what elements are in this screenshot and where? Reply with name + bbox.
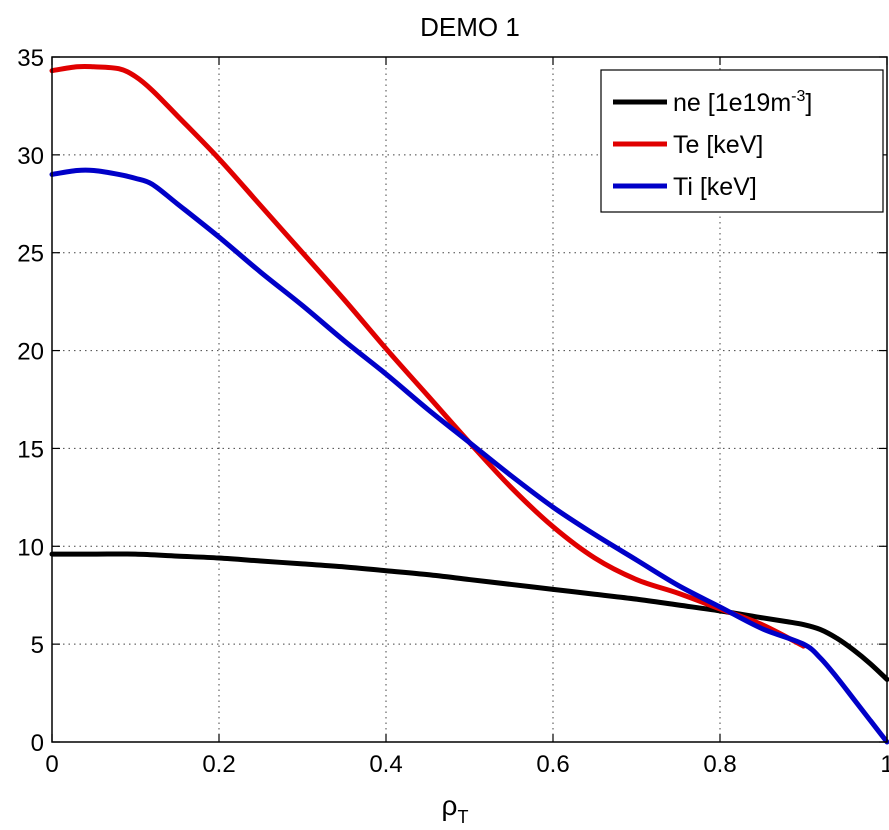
legend-label-text: ne [1e19m (673, 89, 791, 117)
legend-label-ti: Ti [keV] (673, 173, 757, 201)
legend: ne [1e19m-3] Te [keV] Ti [keV] (600, 69, 884, 213)
legend-label-text: Ti [keV] (673, 173, 757, 201)
x-axis-label-subscript: T (457, 807, 468, 827)
legend-label-te: Te [keV] (673, 131, 763, 159)
x-tick-label: 1 (880, 751, 889, 778)
y-tick-label: 10 (17, 534, 44, 561)
series-line-te (49, 63, 806, 649)
series-line-ti (49, 167, 889, 745)
legend-label-suffix: ] (805, 89, 812, 117)
y-tick-label: 15 (17, 436, 44, 463)
series-line-ne (49, 551, 889, 682)
y-tick-label: 5 (31, 632, 44, 659)
plot-area-border (51, 56, 888, 743)
y-tick-label: 20 (17, 339, 44, 366)
chart-title: DEMO 1 (420, 12, 520, 42)
x-tick-label: 0.2 (202, 751, 235, 778)
y-tick-label: 25 (17, 241, 44, 268)
y-tick-label: 30 (17, 143, 44, 170)
legend-label-superscript: -3 (791, 88, 805, 105)
x-axis-label-main: ρ (442, 790, 458, 821)
y-tick-label: 0 (31, 730, 44, 757)
x-axis-label: ρT (442, 790, 469, 827)
legend-label-ne: ne [1e19m-3] (673, 88, 812, 117)
x-tick-label: 0.8 (703, 751, 736, 778)
x-tick-label: 0.4 (369, 751, 402, 778)
x-tick-label: 0 (45, 751, 58, 778)
y-tick-label: 35 (17, 45, 44, 72)
x-tick-label: 0.6 (536, 751, 569, 778)
series-layer (49, 63, 889, 745)
legend-label-text: Te [keV] (673, 131, 763, 159)
